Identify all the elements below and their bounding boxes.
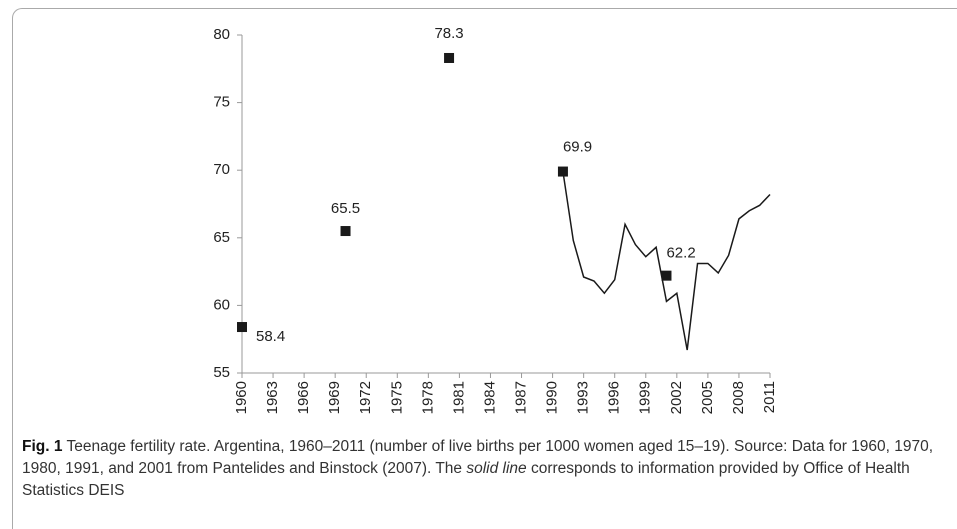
caption: Fig. 1 Teenage fertility rate. Argentina… <box>22 436 947 502</box>
marker <box>661 270 672 281</box>
chart: 55 60 65 70 75 80 1960 1963 1966 1969 1972 1975 1978… <box>213 25 778 414</box>
x-tick-label: 1975 <box>388 381 405 414</box>
data-label: 58.4 <box>256 328 285 345</box>
data-label: 65.5 <box>331 200 360 217</box>
data-label: 62.2 <box>666 245 695 262</box>
marker <box>340 226 351 237</box>
x-tick-label: 1984 <box>481 381 498 414</box>
x-tick-label: 1987 <box>512 381 529 414</box>
figure-frame <box>12 8 957 529</box>
x-tick-label: 2011 <box>761 381 778 413</box>
x-tick-label: 1981 <box>450 381 467 414</box>
x-tick-label: 1966 <box>295 381 312 414</box>
y-tick-label: 70 <box>213 161 230 178</box>
y-tick-label: 75 <box>213 94 230 111</box>
caption-label: Fig. 1 <box>22 438 63 455</box>
line <box>562 171 771 351</box>
x-tick-label: 1990 <box>544 381 561 414</box>
x-tick-label: 1960 <box>233 381 250 414</box>
x-tick-label: 1969 <box>326 381 343 414</box>
y-tick-label: 80 <box>213 26 230 43</box>
caption-text: Teenage fertility rate. Argentina, 1960–… <box>22 438 934 477</box>
marker <box>237 322 247 333</box>
caption-text: corresponds to information provided by O… <box>22 460 910 499</box>
data-label: 69.9 <box>563 139 592 156</box>
x-tick-label: 2005 <box>699 381 716 414</box>
marker <box>444 52 455 63</box>
x-tick-label: 1972 <box>357 381 374 414</box>
x-tick-label: 1993 <box>575 381 592 414</box>
x-tick-label: 1996 <box>606 381 623 414</box>
x-tick-label: 1963 <box>264 381 281 414</box>
x-tick-label: 2008 <box>730 381 747 414</box>
caption-italic: solid line <box>466 460 527 477</box>
x-tick-label: 2002 <box>668 381 685 414</box>
y-tick-label: 60 <box>213 296 230 313</box>
x-tick-label: 1999 <box>637 381 654 414</box>
x-tick-label: 1978 <box>419 381 436 414</box>
y-tick-label: 65 <box>213 229 230 246</box>
y-tick-label: 55 <box>213 364 230 381</box>
data-label: 78.3 <box>434 25 463 42</box>
